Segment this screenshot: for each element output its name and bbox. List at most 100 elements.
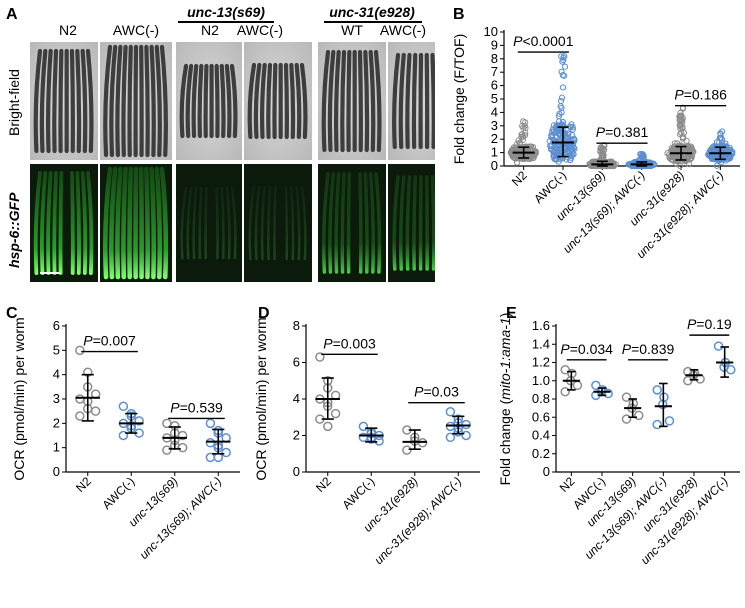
col-label-n2: N2 (59, 22, 77, 38)
worm-brightfield (39, 48, 48, 154)
worm-gfp (225, 186, 231, 260)
worm-brightfield (191, 63, 199, 139)
data-point (723, 143, 730, 150)
y-tick-label: 1.0 (532, 373, 550, 388)
y-tick-label: 0 (491, 158, 498, 173)
worm-gfp (284, 185, 289, 261)
y-tick-label: 0.4 (532, 428, 550, 443)
x-tick-label: AWC(-) (340, 474, 378, 512)
p-value-text: =0.007 (93, 333, 136, 349)
worm-gfp (230, 186, 237, 260)
p-value-label: P=0.381 (596, 124, 649, 140)
worm-gfp (340, 172, 346, 274)
p-value-symbol: P (674, 87, 684, 103)
data-point (515, 137, 522, 144)
data-point (621, 392, 632, 402)
data-point (162, 445, 172, 455)
y-tick-label: 1.6 (532, 318, 550, 333)
data-point (599, 145, 606, 152)
data-point (561, 63, 569, 70)
data-point (558, 68, 565, 75)
worm-brightfield (127, 44, 133, 158)
x-tick-label: unc-13(s69); AWC(-) (137, 474, 225, 562)
data-point (315, 352, 325, 362)
p-value-label: P=0.186 (674, 87, 727, 103)
col-label-awc: AWC(-) (112, 22, 160, 38)
data-point (640, 154, 647, 161)
data-point (717, 134, 724, 142)
worm-brightfield (52, 48, 59, 154)
x-tick-label: N2 (509, 168, 530, 189)
group-bar-unc-31 (324, 21, 422, 23)
worm-brightfield (219, 63, 226, 139)
data-point (603, 388, 613, 399)
group-bar-unc-13 (178, 21, 274, 23)
data-point (713, 341, 724, 351)
p-value-text: =0.839 (631, 341, 674, 357)
scale-bar (40, 272, 60, 274)
p-value-label: P<0.0001 (513, 33, 574, 49)
worm-brightfield (58, 48, 64, 154)
x-tick-label: N2 (557, 474, 578, 495)
worm-gfp (70, 171, 75, 275)
data-point (621, 414, 632, 424)
data-point (558, 94, 566, 101)
worm-brightfield (321, 49, 331, 153)
worm-brightfield (214, 63, 220, 139)
data-point (572, 380, 583, 391)
worm-brightfield (185, 63, 194, 139)
worm-gfp (52, 171, 58, 275)
y-axis-label: Fold change (mito-1:ama-1) (497, 313, 513, 486)
data-point (445, 407, 456, 417)
worm-brightfield (224, 63, 232, 139)
data-point (561, 53, 568, 60)
p-value-label: P=0.034 (560, 341, 613, 357)
worm-gfp (398, 175, 406, 271)
micrograph-grid (30, 42, 435, 282)
data-point (679, 135, 687, 142)
x-tick-label: AWC(-) (100, 474, 138, 512)
data-point (522, 129, 529, 136)
worm-brightfield (247, 62, 257, 140)
y-tick-label: 6 (293, 355, 300, 370)
data-point (729, 148, 736, 155)
worm-brightfield (373, 49, 382, 153)
data-point (676, 113, 683, 120)
p-value-symbol: P (323, 335, 333, 351)
worm-gfp (86, 171, 94, 275)
data-point (682, 155, 689, 162)
y-tick-label: 4 (293, 391, 300, 406)
chart-e: 0 0.2 0.4 0.6 0.8 1.0 1.2 1.4 1.6 Fold change (mi… (497, 313, 740, 567)
data-point (569, 151, 576, 158)
y-tick-label: 4 (53, 367, 60, 382)
panel-a-label: A (6, 6, 18, 23)
data-point (560, 386, 570, 397)
y-tick-label: 4 (491, 104, 498, 119)
worm-brightfield (398, 52, 406, 150)
y-tick-label: 0.6 (532, 409, 550, 424)
y-tick-label: 0.2 (532, 446, 550, 461)
panel-b-label: B (453, 6, 465, 23)
worm-gfp (180, 186, 188, 260)
worm-brightfield (346, 49, 352, 153)
worm-brightfield (109, 44, 118, 158)
worm-brightfield (405, 52, 412, 150)
y-tick-label: 0 (543, 464, 550, 479)
data-point (402, 445, 412, 455)
y-tick-label: 7 (491, 64, 498, 79)
worm-brightfield (283, 62, 289, 140)
worm-brightfield (103, 44, 113, 158)
y-tick-label: 6 (491, 78, 498, 93)
data-point (600, 153, 607, 160)
p-value-text: =0.03 (423, 384, 459, 400)
data-point (679, 115, 686, 122)
data-point (560, 56, 567, 64)
data-point (177, 442, 188, 453)
worm-brightfield (430, 52, 435, 150)
worm-brightfield (80, 48, 88, 154)
data-point (557, 97, 565, 105)
col-label-unc31-awc: AWC(-) (379, 22, 427, 38)
data-point (549, 131, 556, 139)
p-value-text: <0.0001 (523, 33, 574, 49)
data-point (664, 416, 675, 426)
